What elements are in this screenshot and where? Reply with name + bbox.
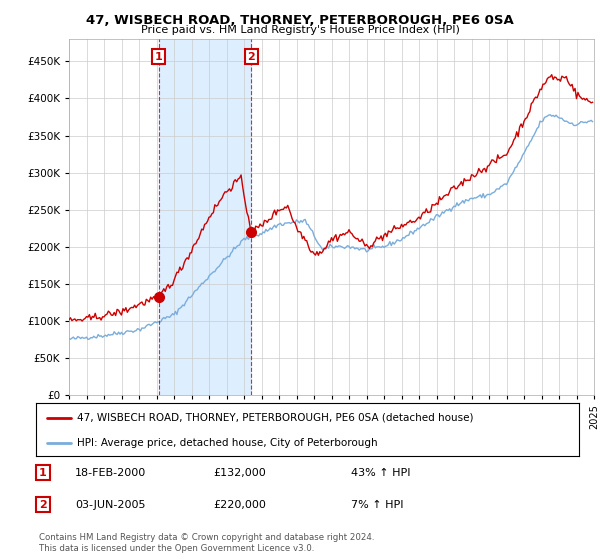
Text: 03-JUN-2005: 03-JUN-2005 — [75, 500, 146, 510]
Text: 7% ↑ HPI: 7% ↑ HPI — [351, 500, 404, 510]
Text: 43% ↑ HPI: 43% ↑ HPI — [351, 468, 410, 478]
Text: Contains HM Land Registry data © Crown copyright and database right 2024.
This d: Contains HM Land Registry data © Crown c… — [39, 533, 374, 553]
Bar — [158, 39, 251, 395]
Text: 47, WISBECH ROAD, THORNEY, PETERBOROUGH, PE6 0SA (detached house): 47, WISBECH ROAD, THORNEY, PETERBOROUGH,… — [77, 413, 473, 423]
Text: £220,000: £220,000 — [213, 500, 266, 510]
Text: 47, WISBECH ROAD, THORNEY, PETERBOROUGH, PE6 0SA: 47, WISBECH ROAD, THORNEY, PETERBOROUGH,… — [86, 14, 514, 27]
Text: 1: 1 — [155, 52, 163, 62]
Text: 18-FEB-2000: 18-FEB-2000 — [75, 468, 146, 478]
Text: 1: 1 — [39, 468, 47, 478]
Text: £132,000: £132,000 — [213, 468, 266, 478]
Text: 2: 2 — [247, 52, 255, 62]
Text: Price paid vs. HM Land Registry's House Price Index (HPI): Price paid vs. HM Land Registry's House … — [140, 25, 460, 35]
Text: HPI: Average price, detached house, City of Peterborough: HPI: Average price, detached house, City… — [77, 438, 377, 448]
Text: 2: 2 — [39, 500, 47, 510]
